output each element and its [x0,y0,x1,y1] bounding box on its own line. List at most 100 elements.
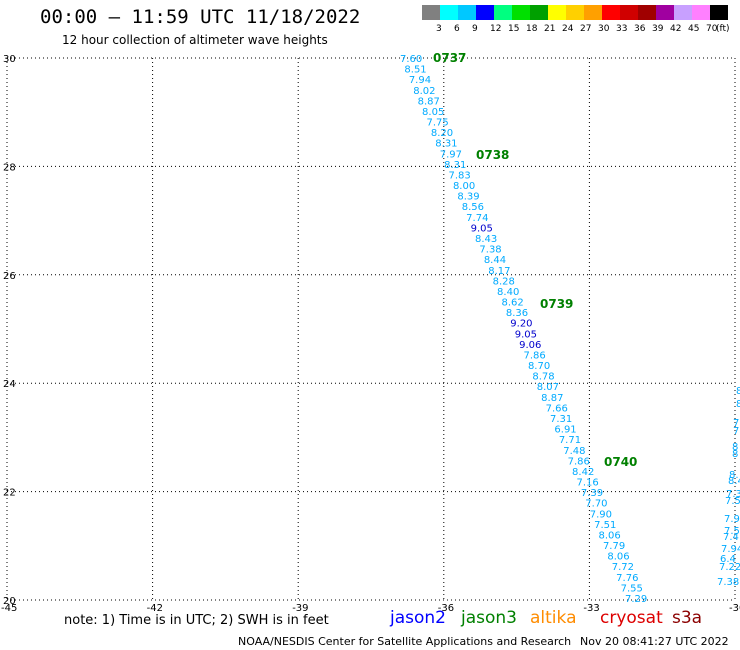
color-scale-label: 39 [652,24,664,34]
wave-height-value: 9.06 [519,340,541,351]
wave-height-value: 8.4 [728,476,740,487]
wave-height-value: 8.05 [422,107,444,118]
wave-height-value: 8.07 [537,382,559,393]
color-scale-label: 36 [634,24,646,34]
wave-height-value: 9.20 [510,319,532,330]
wave-height-value: 7.70 [585,499,607,510]
color-scale-label: 18 [526,24,538,34]
color-swatch [422,5,440,20]
wave-height-value: 8.39 [457,192,479,203]
wave-height-value: 7.60 [400,54,422,65]
wave-height-value: 7.86 [524,350,546,361]
wave-height-value: 8.44 [484,255,506,266]
time-tag: 0738 [476,148,509,162]
wave-height-value: 7.38 [717,577,739,588]
color-swatch [584,5,602,20]
wave-height-value: 8.31 [444,160,466,171]
wave-height-value: 7.79 [603,541,625,552]
wave-height-value: 8.20 [431,128,453,139]
wave-height-value: 8.56 [462,202,484,213]
color-scale-label: 33 [616,24,628,34]
color-swatch [494,5,512,20]
footer-credit: NOAA/NESDIS Center for Satellite Applica… [238,635,572,648]
satellite-s3a: s3a [672,608,703,628]
color-swatch [440,5,458,20]
wave-height-value: 7.83 [449,170,471,181]
wave-height-value: 7.97 [440,149,462,160]
color-scale-label: 12 [490,24,502,34]
color-swatch [674,5,692,20]
wave-height-value: 8. [729,470,739,481]
lon-tick-label: -30 [729,603,740,614]
map-subtitle: 12 hour collection of altimeter wave hei… [62,33,328,47]
wave-height-value: 7.29 [625,594,647,605]
wave-height-value: 7.94 [721,544,740,555]
wave-height-value: 8.62 [501,298,523,309]
wave-height-value: 9.05 [471,223,493,234]
wave-height-value: 7.9 [724,514,740,525]
wave-height-value: 8.17 [488,266,510,277]
wave-height-value: 7.5 [724,526,740,537]
wave-height-value: 7.55 [621,583,643,594]
color-swatch [602,5,620,20]
color-scale-label: 6 [454,24,460,34]
wave-height-value: 6.4 [720,554,736,565]
wave-height-value: 7.31 [550,414,572,425]
wave-height-value: 8.06 [607,552,629,563]
wave-height-value: 8.42 [572,467,594,478]
color-scale-label: 24 [562,24,574,34]
color-scale-unit: (ft) [716,24,730,34]
map-title: 00:00 – 11:59 UTC 11/18/2022 [40,6,361,28]
wave-height-value: 8.28 [493,276,515,287]
lat-tick-label: 28 [3,162,16,173]
wave-height-value: 7.74 [466,213,488,224]
wave-height-value: 7.86 [568,456,590,467]
wave-height-value: 8.78 [532,372,554,383]
wave-height-value: 8.31 [435,139,457,150]
wave-height-value: 8.06 [599,530,621,541]
footer-timestamp: Nov 20 08:41:27 UTC 2022 [580,635,729,648]
wave-height-value: 7.39 [581,488,603,499]
wave-height-value: 7.72 [612,562,634,573]
wave-height-value: 7 [733,418,739,429]
wave-height-value: 8 [736,399,740,410]
wave-height-value: 7.66 [546,403,568,414]
time-tag: 0737 [433,51,466,65]
color-scale-label: 27 [580,24,592,34]
wave-height-value: 8.40 [497,287,519,298]
wave-height-value: 8 [732,449,738,460]
wave-height-value: 7.51 [594,520,616,531]
wave-height-value: 7.5 [725,496,740,507]
wave-height-value: 7.16 [576,478,598,489]
wave-height-value: 7 [733,426,739,437]
time-tag: 0740 [604,455,637,469]
color-swatch [476,5,494,20]
lat-tick-label: 30 [3,54,16,65]
satellite-cryosat: cryosat [600,608,663,628]
color-swatch [656,5,674,20]
wave-height-value: 7.48 [563,446,585,457]
wave-height-value: 8.43 [475,234,497,245]
time-tag: 0739 [540,297,573,311]
unit-note: note: 1) Time is in UTC; 2) SWH is in fe… [64,613,329,628]
wave-height-value: 8.70 [528,361,550,372]
lat-tick-label: 26 [3,271,16,282]
color-swatch [710,5,728,20]
color-scale-label: 30 [598,24,610,34]
wave-height-value: 6.91 [554,425,576,436]
lon-tick-label: -45 [1,603,17,614]
color-swatch [692,5,710,20]
wave-height-value: 7.71 [559,435,581,446]
color-scale-label: 42 [670,24,682,34]
wave-height-value: 8.87 [418,96,440,107]
lon-tick-label: -39 [292,603,308,614]
wave-height-value: 7.22 [719,562,740,573]
wave-height-value: 7.4 [723,532,739,543]
lon-tick-label: -42 [147,603,163,614]
color-swatch [566,5,584,20]
wave-height-value: 7.3 [726,489,740,500]
color-swatch [458,5,476,20]
color-swatch [620,5,638,20]
wave-height-value: 7.94 [409,75,431,86]
